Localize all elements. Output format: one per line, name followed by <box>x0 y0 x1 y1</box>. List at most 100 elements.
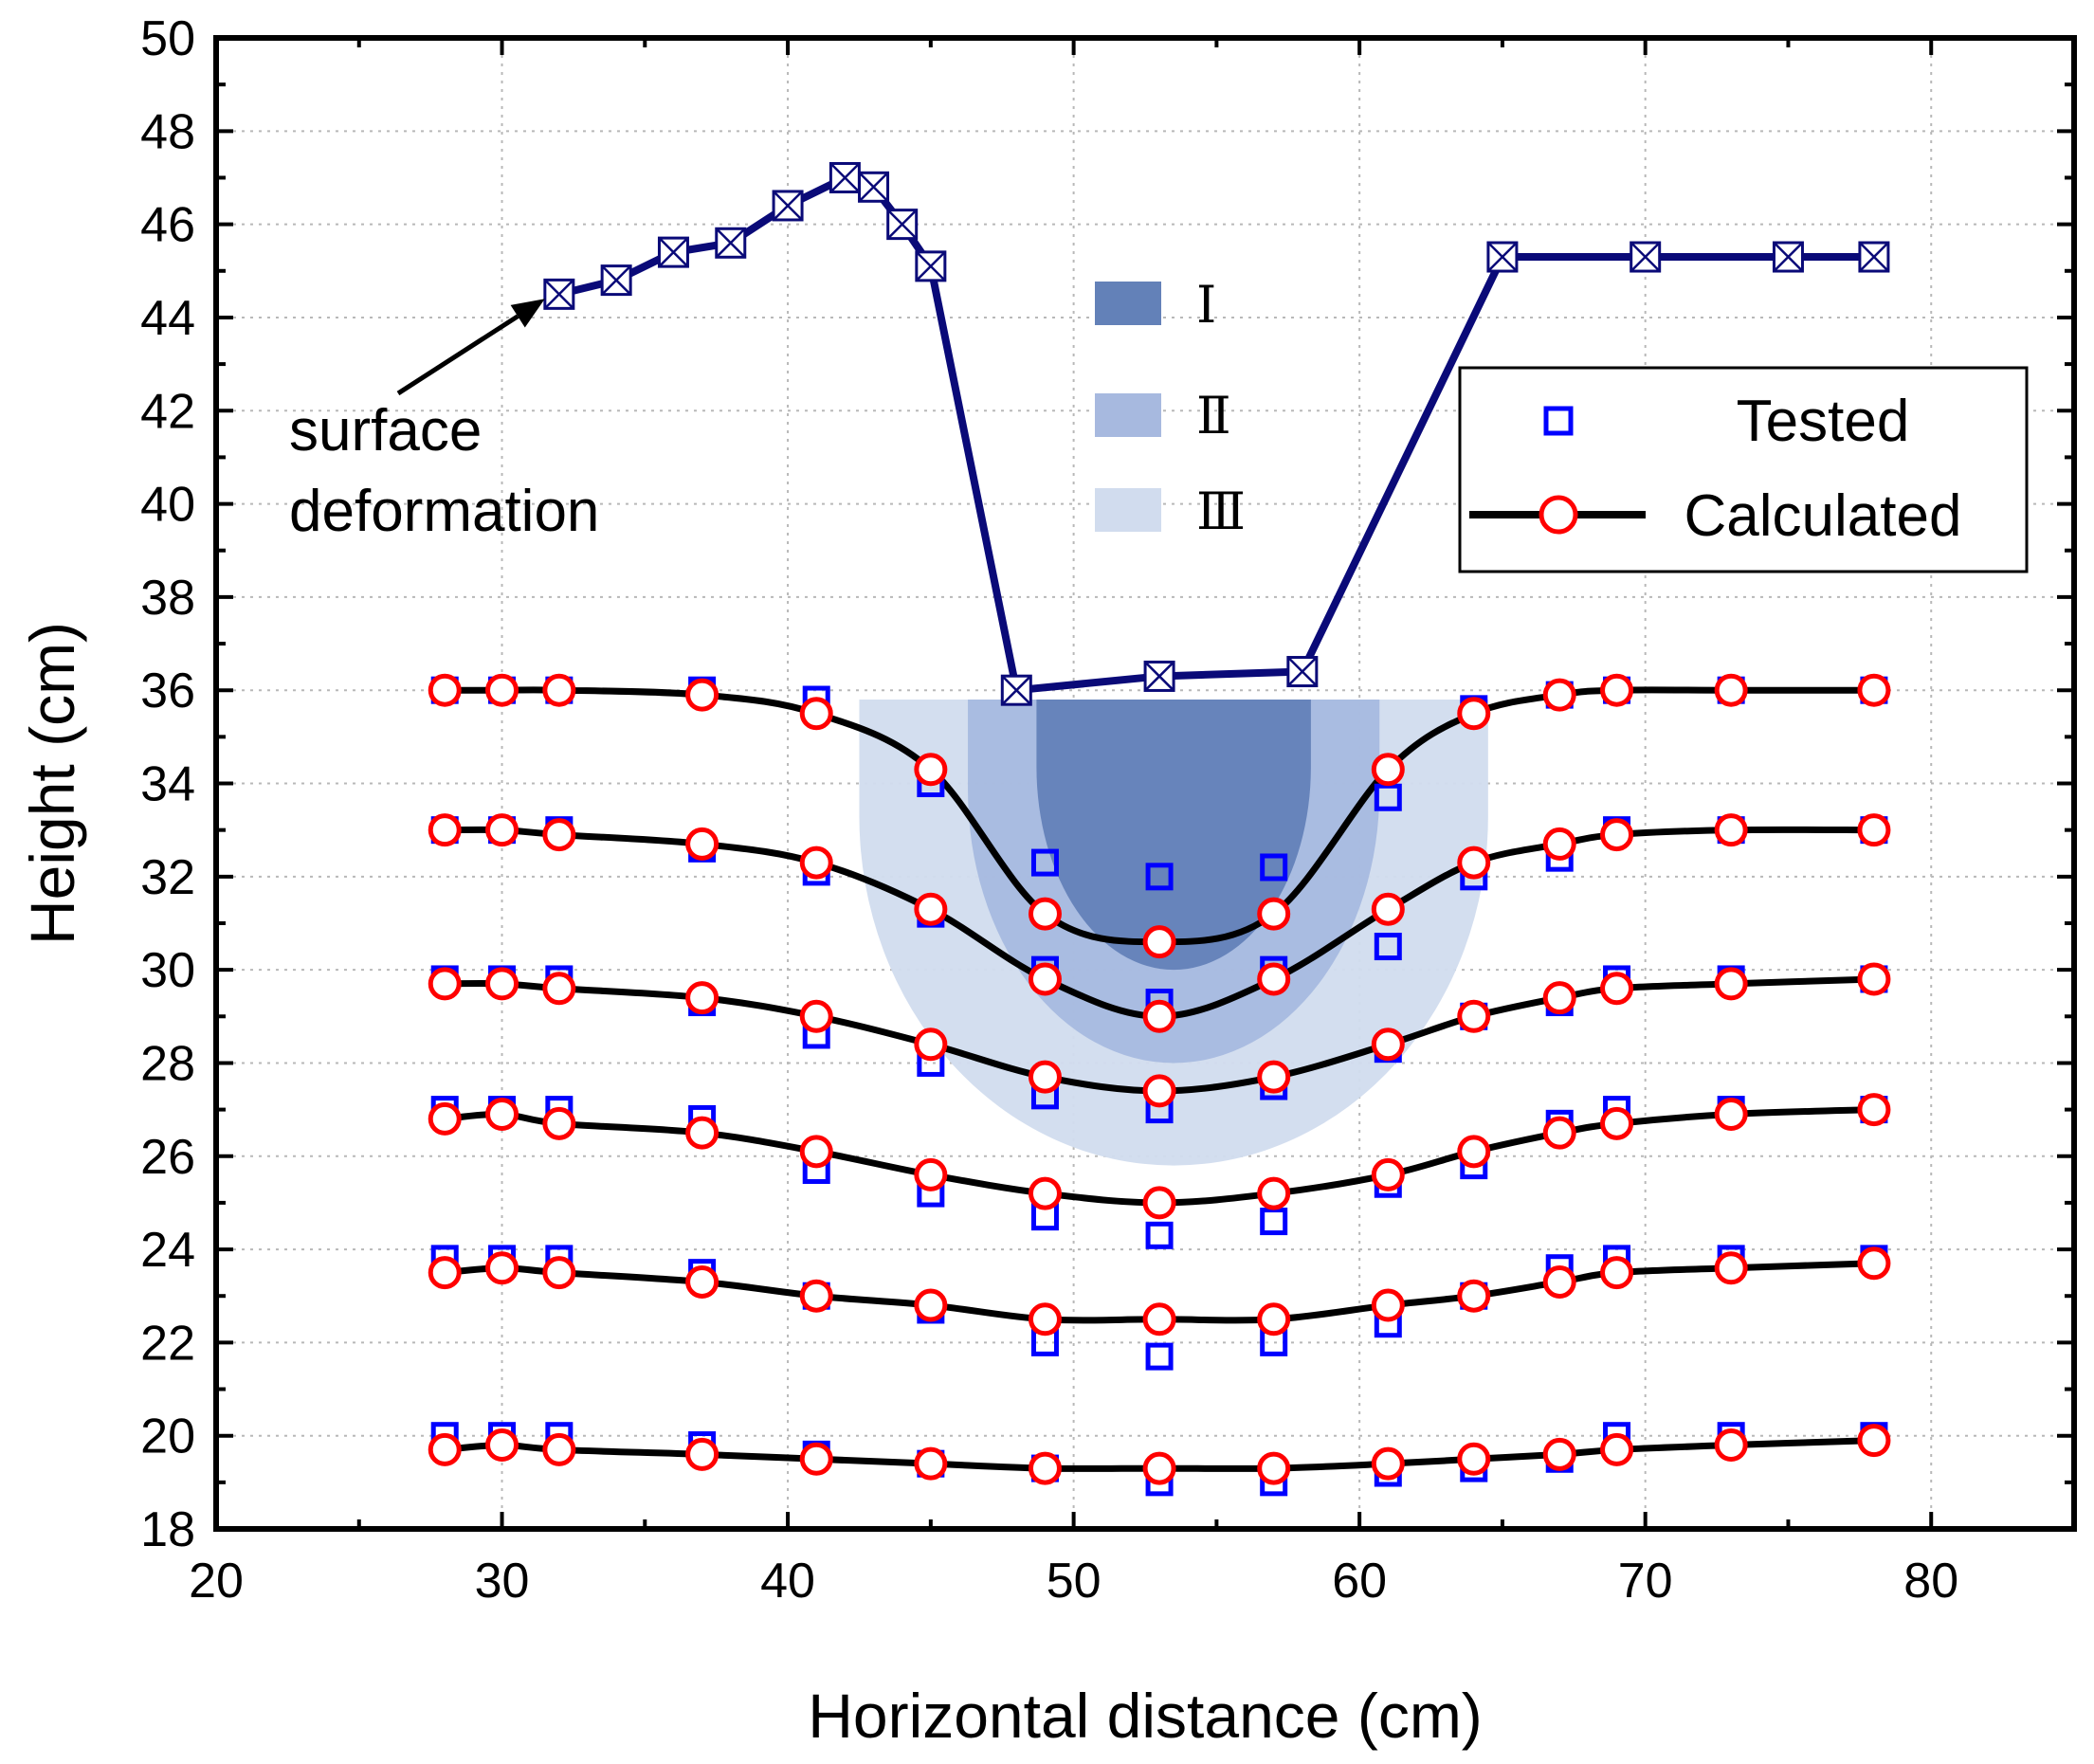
calculated-point <box>1257 1060 1291 1094</box>
annotation-arrow-shaft <box>396 314 519 396</box>
calculated-point <box>685 678 719 712</box>
calculated-point <box>485 1098 519 1132</box>
surface-marker-cross <box>1773 242 1804 272</box>
tested-point <box>1145 1221 1174 1249</box>
calculated-point <box>1857 962 1891 996</box>
calculated-point <box>542 1106 576 1140</box>
calculated-point <box>1142 925 1176 959</box>
calculated-point <box>685 1437 719 1471</box>
calculated-point <box>799 697 833 731</box>
zone-label-1: Ⅰ <box>1196 275 1216 335</box>
surface-marker-cross <box>658 237 689 268</box>
zone-swatch-2 <box>1095 393 1161 437</box>
calculated-point <box>685 1116 719 1150</box>
calculated-point <box>1257 962 1291 996</box>
zone-swatch-3 <box>1095 488 1161 532</box>
calculated-point <box>1257 897 1291 931</box>
x-tick-label: 60 <box>1332 1554 1387 1609</box>
calculated-point <box>542 1256 576 1290</box>
surface-point <box>1486 241 1519 273</box>
surface-marker-cross <box>773 191 803 221</box>
x-tick-label: 50 <box>1047 1554 1102 1609</box>
layer-series <box>428 673 1891 1497</box>
calculated-point <box>1371 1446 1405 1481</box>
zone-region-3 <box>1036 700 1311 971</box>
surface-point <box>1000 674 1032 706</box>
calculated-point <box>542 673 576 707</box>
surface-point <box>772 190 804 222</box>
calculated-point <box>1542 827 1576 861</box>
y-tick-label: 36 <box>140 664 195 718</box>
legend-calculated-marker <box>1539 495 1578 535</box>
calculated-point <box>1457 846 1491 880</box>
calculated-point <box>1600 1432 1634 1466</box>
calculated-point <box>1371 1288 1405 1322</box>
zone-label-3: Ⅲ <box>1196 482 1246 541</box>
calculated-point <box>1542 1437 1576 1471</box>
zone-label-2: Ⅱ <box>1196 386 1231 446</box>
calculated-point <box>1257 1451 1291 1485</box>
annotation-line-1: surface <box>289 398 482 464</box>
surface-marker-cross <box>829 162 861 193</box>
y-tick-label: 30 <box>140 943 195 998</box>
x-tick-label: 30 <box>475 1554 530 1609</box>
calculated-point <box>914 753 948 787</box>
y-tick-label: 26 <box>140 1130 195 1185</box>
calculated-point <box>1457 1442 1491 1476</box>
calculated-point <box>914 1027 948 1062</box>
calculated-point <box>914 1446 948 1481</box>
x-axis-title: Horizontal distance (cm) <box>808 1681 1483 1751</box>
calculated-point <box>1600 1106 1634 1140</box>
calculated-point <box>1142 1186 1176 1220</box>
surface-marker-cross <box>1144 661 1174 692</box>
calculated-point <box>485 673 519 707</box>
calculated-point <box>1600 673 1634 707</box>
x-tick-label: 80 <box>1903 1554 1958 1609</box>
calculated-point <box>542 972 576 1006</box>
surface-marker-cross <box>1630 242 1661 272</box>
calculated-point <box>1857 1424 1891 1458</box>
y-tick-label: 34 <box>140 757 195 812</box>
tested-point <box>1260 853 1288 882</box>
calculated-point <box>1142 999 1176 1033</box>
surface-point <box>886 209 919 241</box>
calculated-point <box>1542 678 1576 712</box>
legend-label-calculated: Calculated <box>1684 483 1962 549</box>
y-tick-label: 24 <box>140 1223 195 1278</box>
calculated-point <box>1457 999 1491 1033</box>
surface-point <box>600 264 632 297</box>
surface-marker-cross <box>915 250 946 282</box>
surface-point <box>715 227 747 259</box>
y-tick-label: 22 <box>140 1316 195 1371</box>
calculated-point <box>799 1135 833 1169</box>
calculated-point <box>1457 1279 1491 1313</box>
surface-deformation-series <box>543 161 1890 706</box>
calculated-point <box>428 1256 462 1290</box>
calculated-point <box>1457 697 1491 731</box>
zone-swatch-1 <box>1095 282 1161 325</box>
legend: Tested Calculated <box>1458 366 2029 573</box>
tested-point <box>1030 848 1059 877</box>
surface-marker-cross <box>858 172 889 203</box>
calculated-point <box>1371 1157 1405 1191</box>
calculated-point <box>1028 1060 1062 1094</box>
calculated-point <box>799 1442 833 1476</box>
surface-point <box>858 171 890 203</box>
calculated-point <box>914 892 948 926</box>
calculated-point <box>1714 1251 1748 1285</box>
calculated-point <box>799 846 833 880</box>
calculated-point <box>542 818 576 852</box>
calculated-point <box>428 813 462 847</box>
calculated-point <box>485 1428 519 1463</box>
tested-point <box>1374 933 1402 961</box>
x-tick-label: 20 <box>189 1554 244 1609</box>
calculated-point <box>1028 1176 1062 1210</box>
x-tick-label: 70 <box>1618 1554 1673 1609</box>
calculated-point <box>1857 813 1891 847</box>
y-tick-label: 44 <box>140 291 195 346</box>
axes: 20 30 40 50 60 70 8018202224262830323436384042… <box>17 11 2077 1751</box>
calculated-point <box>1714 1428 1748 1463</box>
surface-point <box>1630 241 1662 273</box>
calculated-point <box>428 1432 462 1466</box>
